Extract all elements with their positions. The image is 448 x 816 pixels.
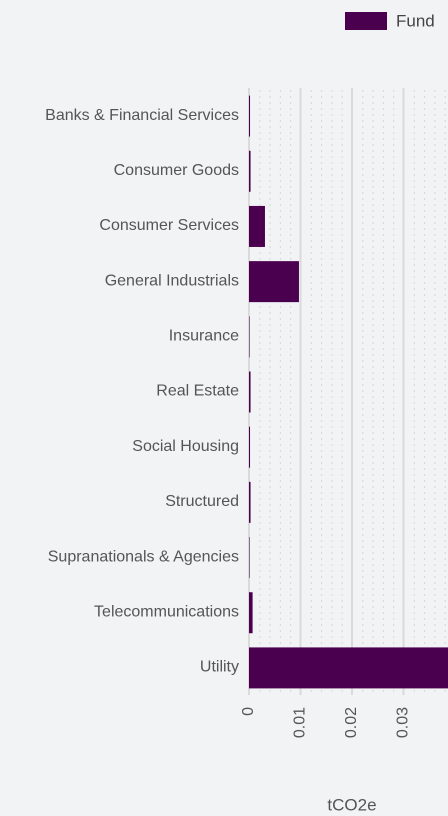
minor-grid	[249, 88, 448, 695]
legend-label: Fund	[396, 11, 435, 30]
y-tick-label: Real Estate	[156, 383, 239, 400]
y-tick-label: Social Housing	[132, 438, 239, 455]
y-tick-label: Utility	[200, 659, 239, 676]
bar	[249, 647, 448, 689]
y-tick-label: Telecommunications	[94, 603, 239, 620]
x-tick-label: 0.04	[446, 707, 448, 738]
y-tick-label: Banks & Financial Services	[45, 107, 239, 124]
x-tick-label: 0.02	[343, 707, 360, 738]
x-tick-label: 0.01	[292, 707, 309, 738]
y-tick-label: Insurance	[169, 328, 239, 345]
bar	[249, 592, 253, 634]
y-tick-label: Consumer Services	[99, 217, 239, 234]
bar	[249, 537, 250, 579]
bar	[249, 150, 251, 192]
bar	[249, 316, 250, 358]
legend-swatch	[345, 12, 387, 30]
y-tick-label: Supranationals & Agencies	[48, 548, 239, 565]
bar	[249, 426, 251, 468]
x-tick-label: 0.03	[395, 707, 412, 738]
x-tick-label: 0	[240, 707, 257, 716]
bar	[249, 371, 251, 413]
bar	[249, 205, 265, 247]
bar	[249, 261, 299, 303]
y-tick-label: Structured	[165, 493, 239, 510]
y-tick-label: Consumer Goods	[114, 162, 239, 179]
x-axis-title: tCO2e	[327, 795, 376, 814]
y-tick-label: General Industrials	[105, 272, 239, 289]
bar	[249, 481, 251, 523]
bar	[249, 95, 251, 137]
